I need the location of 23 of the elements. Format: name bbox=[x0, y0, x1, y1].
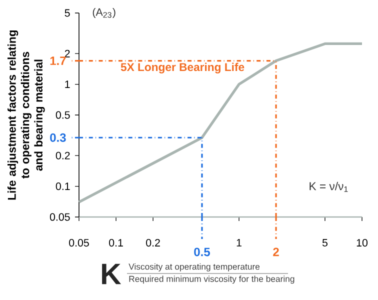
y-tick-label: 2 bbox=[64, 50, 70, 58]
x-tick-label: 0.1 bbox=[109, 239, 123, 247]
ref-line-label: 0.5 bbox=[194, 248, 210, 256]
y-tick-label: 0.05 bbox=[50, 213, 70, 221]
annotation: 5X Longer Bearing Life bbox=[120, 62, 244, 74]
y-tick-label: 1 bbox=[65, 80, 70, 88]
ref-line-label: 0.3 bbox=[50, 133, 66, 142]
y-tick-label: 0.2 bbox=[56, 152, 70, 160]
x-tick-label: 10 bbox=[356, 239, 368, 247]
y-tick-label: 5 bbox=[64, 9, 70, 17]
x-tick-label: 0.2 bbox=[146, 239, 160, 247]
ref-line-label: 1.7 bbox=[50, 56, 66, 65]
text: K bbox=[102, 264, 122, 284]
y-tick-label: 0.1 bbox=[56, 182, 70, 190]
annotation: K = ν/ν$_{1}$ bbox=[310, 182, 348, 192]
x-tick-label: 5 bbox=[322, 239, 328, 246]
annotation: (A$_{23}$) bbox=[92, 8, 116, 18]
x-tick-label: 1 bbox=[236, 239, 242, 246]
text: Required minimum viscosity for the bearing bbox=[129, 276, 294, 284]
ref-line-label: 2 bbox=[273, 248, 279, 256]
y-tick-label: 0.5 bbox=[56, 111, 70, 119]
y-axis-title: Life adjustment factors relating to operating conditions and bearing material bbox=[8, 30, 45, 200]
text: Viscosity at operating temperature bbox=[128, 263, 260, 272]
